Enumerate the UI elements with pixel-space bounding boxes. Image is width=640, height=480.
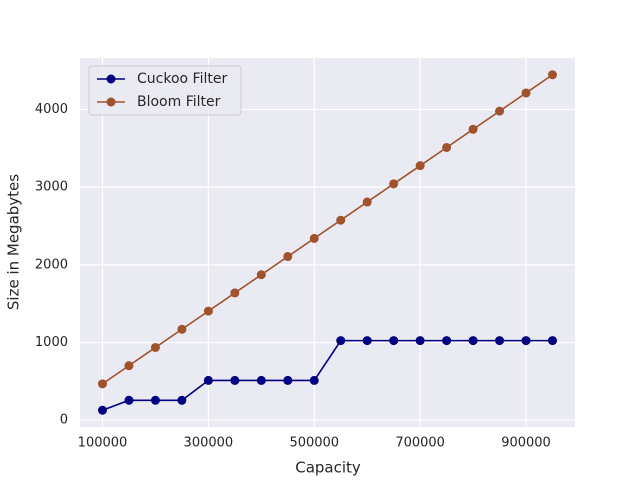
legend-marker <box>106 74 116 84</box>
y-axis-label: Size in Megabytes <box>5 174 23 310</box>
x-tick-label: 900000 <box>501 436 551 451</box>
data-point <box>283 375 293 385</box>
y-tick-label: 4000 <box>35 102 68 117</box>
data-point <box>389 179 399 189</box>
data-point <box>362 336 372 346</box>
data-point <box>495 106 505 116</box>
data-point <box>150 342 160 352</box>
data-point <box>150 395 160 405</box>
data-point <box>177 395 187 405</box>
data-point <box>362 197 372 207</box>
data-point <box>548 336 557 346</box>
data-point <box>124 361 134 371</box>
data-point <box>309 375 319 385</box>
data-point <box>336 215 346 225</box>
data-point <box>230 288 240 298</box>
data-point <box>230 375 240 385</box>
data-point <box>521 88 531 98</box>
data-point <box>468 124 478 134</box>
y-tick-label: 2000 <box>35 257 68 272</box>
data-point <box>98 405 107 415</box>
data-point <box>521 336 531 346</box>
legend-label: Bloom Filter <box>137 94 221 110</box>
data-point <box>203 306 213 316</box>
data-point <box>256 270 266 280</box>
series-line <box>102 74 553 385</box>
y-tick-label: 1000 <box>35 335 68 350</box>
data-point <box>468 336 478 346</box>
x-axis-label: Capacity <box>295 459 361 477</box>
y-tick-label: 3000 <box>35 180 68 195</box>
x-tick-label: 100000 <box>78 436 128 451</box>
data-point <box>495 336 505 346</box>
data-point <box>256 375 266 385</box>
data-point <box>98 379 107 389</box>
data-point <box>124 395 134 405</box>
y-tick-label: 0 <box>60 413 68 428</box>
legend-box <box>88 65 242 116</box>
x-tick-label: 300000 <box>184 436 234 451</box>
data-point <box>442 142 452 152</box>
legend-marker <box>106 97 116 107</box>
data-point <box>415 161 425 171</box>
legend-label: Cuckoo Filter <box>137 71 227 87</box>
data-point <box>548 70 557 80</box>
data-point <box>415 336 425 346</box>
x-tick-label: 500000 <box>289 436 339 451</box>
data-point <box>309 233 319 243</box>
data-point <box>336 336 346 346</box>
data-point <box>283 252 293 262</box>
plot-area <box>80 58 575 427</box>
x-tick-label: 700000 <box>395 436 445 451</box>
data-point <box>389 336 399 346</box>
data-point <box>203 375 213 385</box>
data-point <box>442 336 452 346</box>
data-point <box>177 324 187 334</box>
